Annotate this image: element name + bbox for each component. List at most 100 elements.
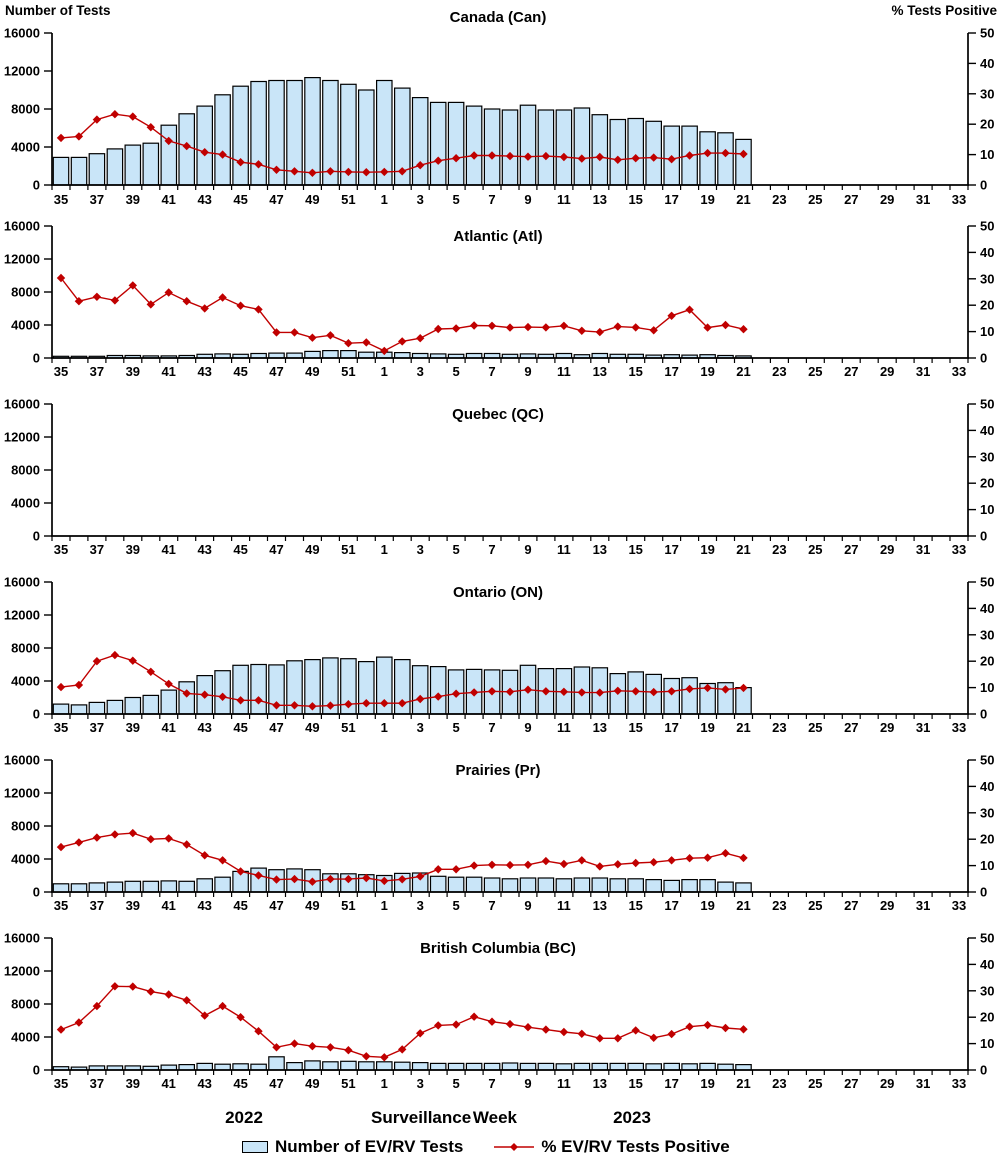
x-axis-ticks xyxy=(51,536,969,541)
svg-text:12000: 12000 xyxy=(4,252,40,267)
x-axis-labels: 35 37 39 41 43 45 47 49 51 1 3 5 7 9 11 13 15 17 19 21 23 25 2… xyxy=(54,364,966,379)
svg-text:8000: 8000 xyxy=(11,819,40,834)
svg-text:25: 25 xyxy=(808,720,822,735)
svg-text:29: 29 xyxy=(880,542,894,557)
svg-text:15: 15 xyxy=(628,898,642,913)
svg-text:51: 51 xyxy=(341,720,355,735)
svg-text:29: 29 xyxy=(880,192,894,207)
svg-text:27: 27 xyxy=(844,898,858,913)
svg-text:49: 49 xyxy=(305,720,319,735)
svg-text:23: 23 xyxy=(772,364,786,379)
svg-text:49: 49 xyxy=(305,1076,319,1091)
svg-text:4000: 4000 xyxy=(11,140,40,155)
year-label-2023: 2023 xyxy=(613,1108,651,1127)
svg-text:27: 27 xyxy=(844,192,858,207)
svg-text:3: 3 xyxy=(417,720,424,735)
svg-text:27: 27 xyxy=(844,542,858,557)
svg-text:4000: 4000 xyxy=(11,674,40,689)
svg-text:13: 13 xyxy=(593,192,607,207)
svg-text:1: 1 xyxy=(381,1076,388,1091)
svg-text:33: 33 xyxy=(952,364,966,379)
svg-text:45: 45 xyxy=(233,1076,247,1091)
svg-text:12000: 12000 xyxy=(4,430,40,445)
svg-text:23: 23 xyxy=(772,720,786,735)
svg-text:45: 45 xyxy=(233,364,247,379)
svg-text:15: 15 xyxy=(628,192,642,207)
svg-text:0: 0 xyxy=(33,351,40,366)
svg-text:25: 25 xyxy=(808,1076,822,1091)
svg-text:20: 20 xyxy=(980,476,994,491)
svg-text:0: 0 xyxy=(33,885,40,900)
svg-text:17: 17 xyxy=(664,898,678,913)
svg-text:13: 13 xyxy=(593,720,607,735)
svg-text:12000: 12000 xyxy=(4,64,40,79)
svg-text:13: 13 xyxy=(593,542,607,557)
svg-text:16000: 16000 xyxy=(4,753,40,768)
svg-text:25: 25 xyxy=(808,364,822,379)
svg-text:17: 17 xyxy=(664,1076,678,1091)
svg-text:1: 1 xyxy=(381,542,388,557)
svg-text:23: 23 xyxy=(772,898,786,913)
svg-text:45: 45 xyxy=(233,898,247,913)
svg-text:11: 11 xyxy=(557,364,571,379)
svg-text:31: 31 xyxy=(916,898,930,913)
year-label-2022: 2022 xyxy=(225,1108,263,1127)
svg-text:0: 0 xyxy=(33,178,40,193)
svg-text:45: 45 xyxy=(233,542,247,557)
svg-text:5: 5 xyxy=(452,1076,459,1091)
svg-text:11: 11 xyxy=(557,192,571,207)
svg-text:43: 43 xyxy=(197,364,211,379)
svg-text:0: 0 xyxy=(980,885,987,900)
svg-text:27: 27 xyxy=(844,720,858,735)
svg-text:35: 35 xyxy=(54,898,68,913)
x-axis-ticks xyxy=(51,1070,969,1075)
svg-text:50: 50 xyxy=(980,931,994,946)
svg-text:51: 51 xyxy=(341,192,355,207)
svg-text:40: 40 xyxy=(980,245,994,260)
legend-bar-label: Number of EV/RV Tests xyxy=(275,1137,464,1156)
panel-title: Canada (Can) xyxy=(450,9,547,26)
svg-text:12000: 12000 xyxy=(4,964,40,979)
svg-text:7: 7 xyxy=(488,542,495,557)
svg-text:30: 30 xyxy=(980,805,994,820)
svg-text:21: 21 xyxy=(736,898,750,913)
svg-text:41: 41 xyxy=(161,192,175,207)
svg-text:15: 15 xyxy=(628,720,642,735)
svg-text:13: 13 xyxy=(593,364,607,379)
svg-text:19: 19 xyxy=(700,542,714,557)
svg-text:30: 30 xyxy=(980,449,994,464)
svg-text:49: 49 xyxy=(305,364,319,379)
svg-text:51: 51 xyxy=(341,1076,355,1091)
svg-text:50: 50 xyxy=(980,575,994,590)
svg-text:8000: 8000 xyxy=(11,102,40,117)
svg-text:33: 33 xyxy=(952,720,966,735)
svg-text:0: 0 xyxy=(980,178,987,193)
x-axis-labels: 35 37 39 41 43 45 47 49 51 1 3 5 7 9 11 13 15 17 19 21 23 25 2… xyxy=(54,720,966,735)
svg-text:49: 49 xyxy=(305,192,319,207)
y-axis-right-ticks: 0 10 20 30 40 50 xyxy=(968,931,994,1078)
svg-text:17: 17 xyxy=(664,720,678,735)
svg-text:27: 27 xyxy=(844,364,858,379)
svg-text:47: 47 xyxy=(269,1076,283,1091)
svg-text:40: 40 xyxy=(980,56,994,71)
y-axis-left-ticks: 0 4000 8000 12000 16000 xyxy=(4,26,52,193)
y-axis-left-ticks: 0 4000 8000 12000 16000 xyxy=(4,219,52,366)
svg-text:19: 19 xyxy=(700,720,714,735)
y-axis-right-ticks: 0 10 20 30 40 50 xyxy=(968,219,994,366)
svg-text:45: 45 xyxy=(233,720,247,735)
svg-text:10: 10 xyxy=(980,680,994,695)
svg-text:39: 39 xyxy=(126,1076,140,1091)
svg-text:0: 0 xyxy=(33,529,40,544)
svg-text:13: 13 xyxy=(593,1076,607,1091)
svg-text:39: 39 xyxy=(126,192,140,207)
svg-text:25: 25 xyxy=(808,192,822,207)
svg-text:4000: 4000 xyxy=(11,496,40,511)
svg-text:50: 50 xyxy=(980,26,994,41)
svg-text:8000: 8000 xyxy=(11,463,40,478)
svg-text:47: 47 xyxy=(269,720,283,735)
svg-text:33: 33 xyxy=(952,192,966,207)
svg-text:16000: 16000 xyxy=(4,575,40,590)
svg-text:0: 0 xyxy=(980,1063,987,1078)
footer-block: 2022 Surveillance Week 2023 Number of EV… xyxy=(0,1102,1002,1170)
